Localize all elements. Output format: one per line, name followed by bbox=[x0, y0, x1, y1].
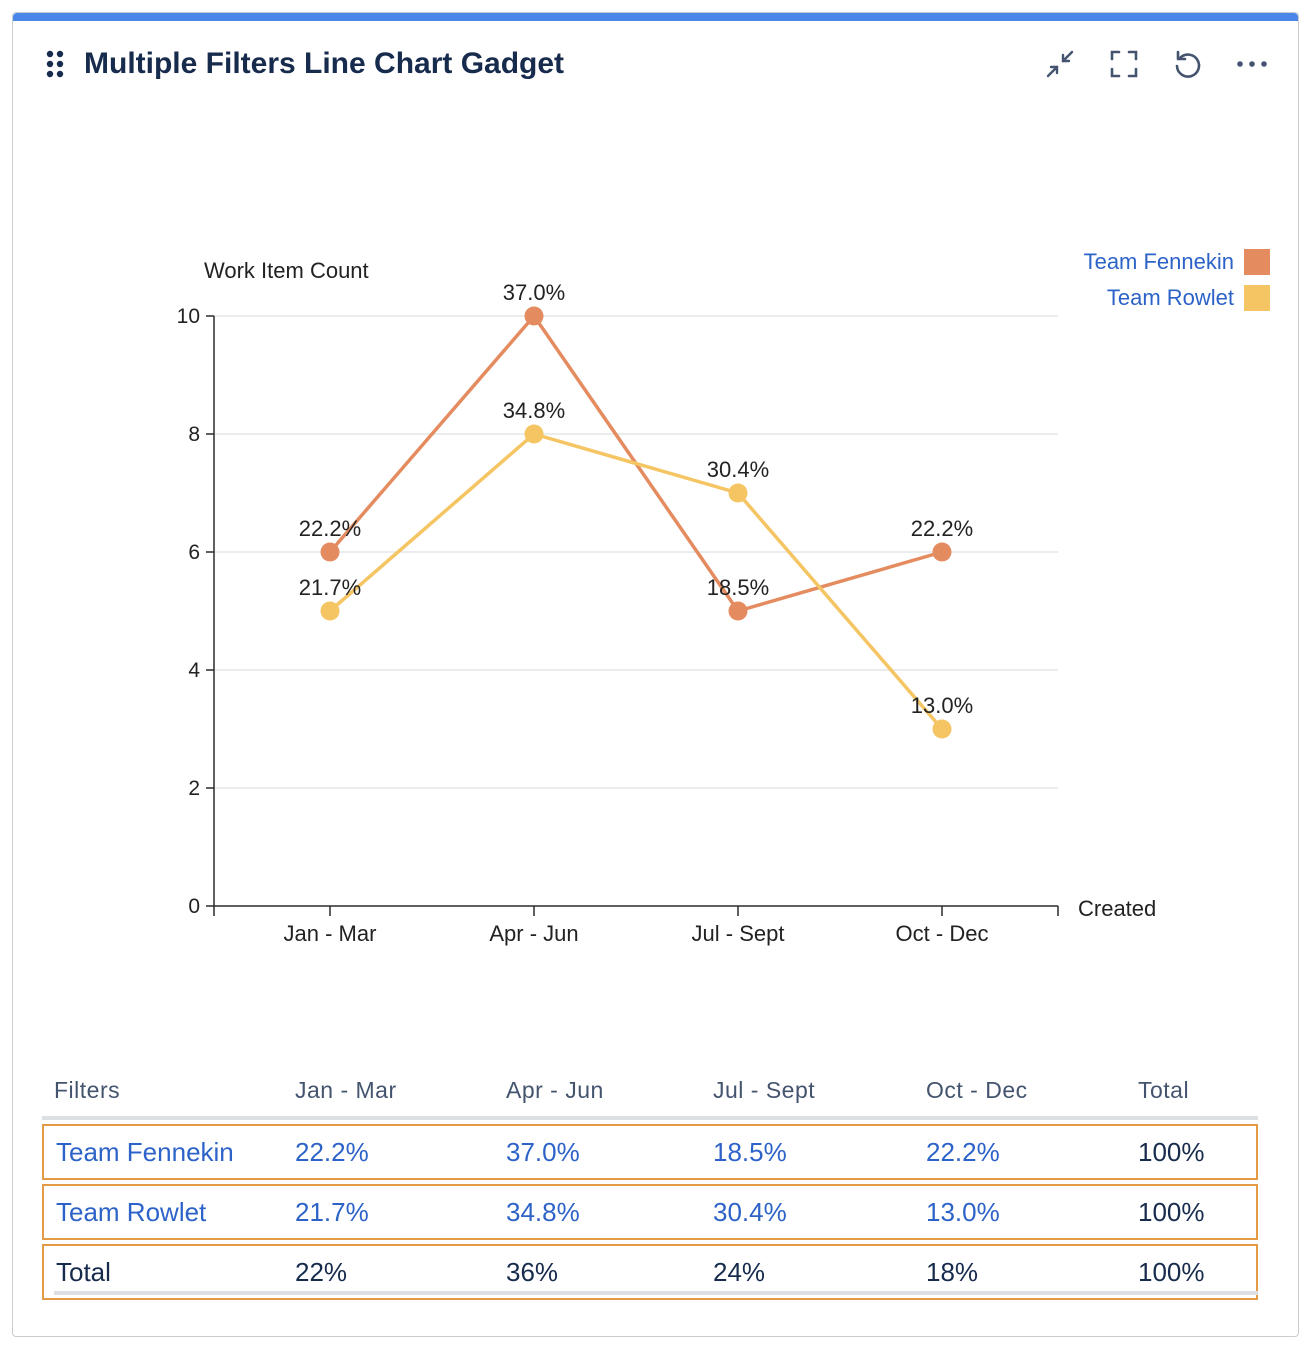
table-row-team-rowlet: Team Rowlet 21.7% 34.8% 30.4% 13.0% 100% bbox=[42, 1184, 1258, 1240]
x-axis-label: Created bbox=[1078, 896, 1156, 921]
data-point-team-rowlet bbox=[320, 601, 340, 621]
header-total: Total bbox=[1126, 1064, 1258, 1120]
table-cell: 24% bbox=[701, 1244, 914, 1300]
table-cell-total: 100% bbox=[1126, 1124, 1258, 1180]
refresh-icon[interactable] bbox=[1168, 44, 1208, 84]
table-cell-total: 100% bbox=[1126, 1184, 1258, 1240]
header-apr-jun: Apr - Jun bbox=[494, 1064, 701, 1120]
accent-bar bbox=[13, 13, 1298, 21]
x-tick-label: Apr - Jun bbox=[489, 921, 578, 946]
x-tick-label: Jul - Sept bbox=[692, 921, 785, 946]
data-label-team-fennekin: 37.0% bbox=[503, 280, 565, 305]
x-tick-label: Jan - Mar bbox=[284, 921, 377, 946]
summary-table: Filters Jan - Mar Apr - Jun Jul - Sept O… bbox=[42, 1064, 1258, 1300]
data-label-team-rowlet: 21.7% bbox=[299, 575, 361, 600]
chart-legend: Team Fennekin Team Rowlet bbox=[1084, 244, 1270, 316]
data-label-team-fennekin: 22.2% bbox=[911, 516, 973, 541]
data-point-team-fennekin bbox=[932, 542, 952, 562]
data-point-team-fennekin bbox=[524, 306, 544, 326]
minimize-icon[interactable] bbox=[1040, 44, 1080, 84]
table-cell-link[interactable]: 18.5% bbox=[701, 1124, 914, 1180]
legend-item-team-rowlet[interactable]: Team Rowlet bbox=[1084, 280, 1270, 316]
data-label-team-rowlet: 34.8% bbox=[503, 398, 565, 423]
table-header-row: Filters Jan - Mar Apr - Jun Jul - Sept O… bbox=[42, 1064, 1258, 1120]
data-label-team-fennekin: 22.2% bbox=[299, 516, 361, 541]
header-jul-sept: Jul - Sept bbox=[701, 1064, 914, 1120]
legend-label[interactable]: Team Fennekin bbox=[1083, 249, 1234, 274]
legend-item-team-fennekin[interactable]: Team Fennekin bbox=[1084, 244, 1270, 280]
data-point-team-fennekin bbox=[320, 542, 340, 562]
table-cell-link[interactable]: 22.2% bbox=[914, 1124, 1126, 1180]
table-row-team-fennekin: Team Fennekin 22.2% 37.0% 18.5% 22.2% 10… bbox=[42, 1124, 1258, 1180]
data-point-team-fennekin bbox=[728, 601, 748, 621]
filter-link[interactable]: Team Rowlet bbox=[42, 1184, 283, 1240]
chart-svg: 0 2 4 6 8 10 Jan - Mar Apr - Jun Jul - Sept Oct -… bbox=[177, 258, 1157, 946]
table-cell-link[interactable]: 34.8% bbox=[494, 1184, 701, 1240]
table-cell-link[interactable]: 30.4% bbox=[701, 1184, 914, 1240]
drag-handle-icon[interactable] bbox=[44, 48, 68, 80]
legend-swatch bbox=[1244, 285, 1270, 311]
header-jan-mar: Jan - Mar bbox=[283, 1064, 494, 1120]
data-point-team-rowlet bbox=[932, 719, 952, 739]
table-cell-label: Total bbox=[42, 1244, 283, 1300]
table-cell-link[interactable]: 21.7% bbox=[283, 1184, 494, 1240]
more-icon[interactable] bbox=[1232, 44, 1272, 84]
table-cell: 36% bbox=[494, 1244, 701, 1300]
gadget-title: Multiple Filters Line Chart Gadget bbox=[84, 47, 565, 80]
header-oct-dec: Oct - Dec bbox=[914, 1064, 1126, 1120]
fullscreen-icon[interactable] bbox=[1104, 44, 1144, 84]
table-cell-link[interactable]: 37.0% bbox=[494, 1124, 701, 1180]
line-chart: 0 2 4 6 8 10 Jan - Mar Apr - Jun Jul - Sept Oct -… bbox=[177, 258, 1157, 946]
data-point-team-rowlet bbox=[524, 424, 544, 444]
table-cell-link[interactable]: 13.0% bbox=[914, 1184, 1126, 1240]
gadget-actions bbox=[1040, 44, 1272, 84]
legend-label[interactable]: Team Rowlet bbox=[1106, 285, 1234, 310]
y-tick-label: 10 bbox=[177, 305, 200, 328]
legend-swatch bbox=[1244, 249, 1270, 275]
header-filters: Filters bbox=[42, 1064, 283, 1120]
data-label-team-fennekin: 18.5% bbox=[707, 575, 769, 600]
table-cell-total: 100% bbox=[1126, 1244, 1258, 1300]
y-tick-label: 0 bbox=[188, 895, 200, 918]
data-label-team-rowlet: 13.0% bbox=[911, 693, 973, 718]
y-tick-label: 8 bbox=[188, 423, 200, 446]
table-row-total: Total 22% 36% 24% 18% 100% bbox=[42, 1244, 1258, 1300]
table-cell: 22% bbox=[283, 1244, 494, 1300]
gadget-header: Multiple Filters Line Chart Gadget bbox=[44, 44, 1272, 88]
series-line-team-rowlet bbox=[328, 432, 944, 731]
y-axis-label: Work Item Count bbox=[204, 258, 369, 283]
y-tick-label: 2 bbox=[188, 777, 200, 800]
data-point-team-rowlet bbox=[728, 483, 748, 503]
table-cell-link[interactable]: 22.2% bbox=[283, 1124, 494, 1180]
x-tick-label: Oct - Dec bbox=[896, 921, 989, 946]
y-tick-label: 4 bbox=[188, 659, 200, 682]
data-label-team-rowlet: 30.4% bbox=[707, 457, 769, 482]
table-cell: 18% bbox=[914, 1244, 1126, 1300]
y-tick-label: 6 bbox=[188, 541, 200, 564]
filter-link[interactable]: Team Fennekin bbox=[42, 1124, 283, 1180]
table-bottom-rule bbox=[54, 1291, 1258, 1295]
